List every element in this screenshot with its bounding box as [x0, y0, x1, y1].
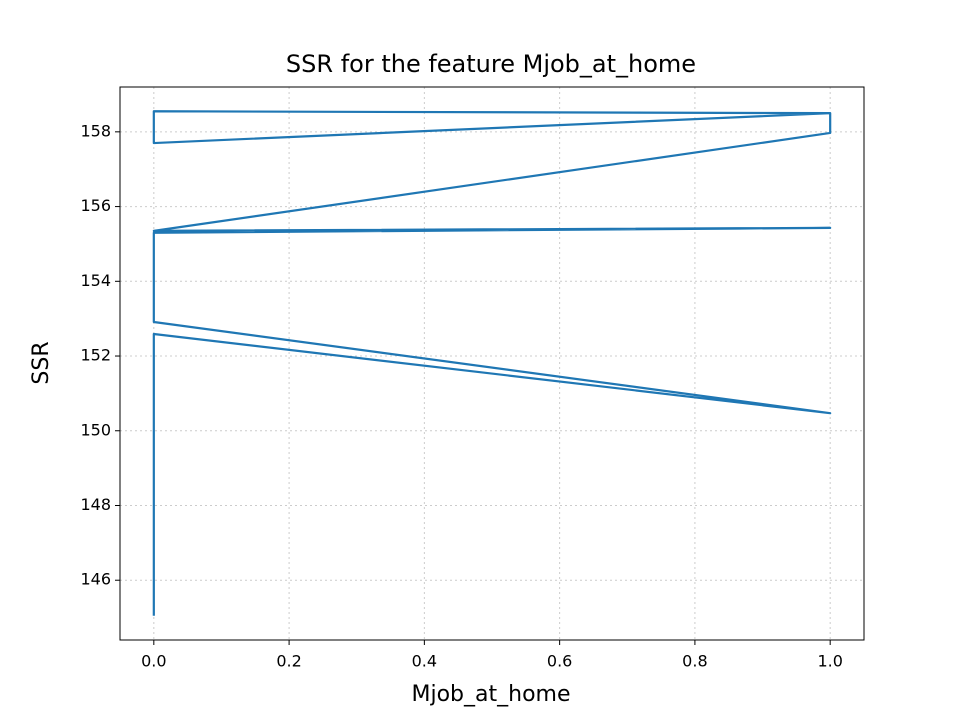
x-tick-label: 0.6 — [547, 652, 572, 671]
y-tick-label: 148 — [80, 495, 111, 514]
plot-frame — [119, 86, 865, 641]
line-series — [152, 110, 832, 616]
y-tick-label: 154 — [80, 271, 111, 290]
y-tick-label: 158 — [80, 121, 111, 140]
y-tick-label: 150 — [80, 420, 111, 439]
x-axis-label: Mjob_at_home — [412, 682, 571, 707]
x-tick-label: 0.8 — [682, 652, 707, 671]
x-tick-label: 0.2 — [276, 652, 301, 671]
x-tick-label: 0.0 — [141, 652, 166, 671]
x-tick-label: 1.0 — [817, 652, 842, 671]
y-tick-label: 146 — [80, 570, 111, 589]
y-tick-label: 156 — [80, 196, 111, 215]
y-tick-label: 152 — [80, 346, 111, 365]
y-axis-label: SSR — [29, 341, 54, 384]
chart-title: SSR for the feature Mjob_at_home — [286, 50, 696, 78]
x-tick-label: 0.4 — [412, 652, 437, 671]
